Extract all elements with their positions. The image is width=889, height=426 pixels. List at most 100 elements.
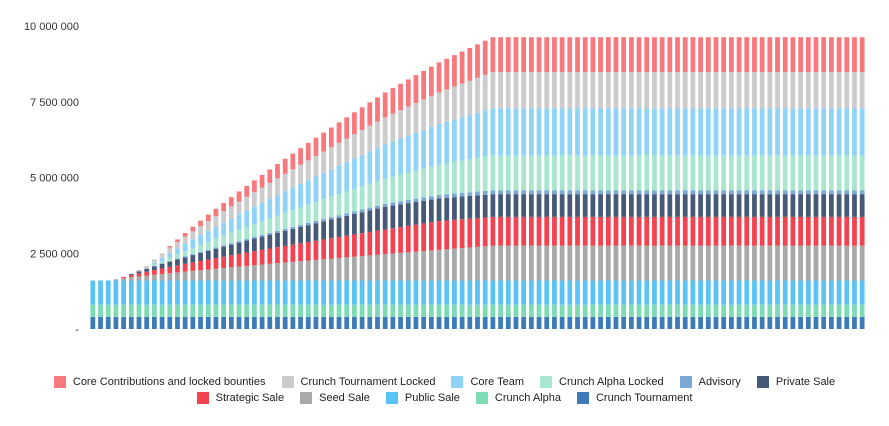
bar-segment-crunch-alpha (698, 304, 703, 317)
bar-segment-crunch-tournament (267, 316, 273, 329)
bar-segment-public-sale (328, 280, 334, 305)
bar-segment-seed-sale (613, 245, 619, 281)
bar-segment-crunch-tournament (205, 316, 211, 329)
bar-segment-public-sale (482, 280, 488, 305)
bar-segment-strategic-sale (575, 216, 580, 246)
bar-segment-core-contributions-and-locked-bounties (552, 37, 557, 73)
bar-segment-seed-sale (267, 263, 273, 281)
bar-segment-private-sale (490, 194, 496, 217)
bar-segment-private-sale (598, 194, 603, 217)
bar-segment-seed-sale (605, 245, 611, 281)
bar-segment-crunch-alpha (775, 304, 780, 317)
bar-segment-crunch-alpha-locked (705, 155, 711, 191)
bar-segment-private-sale (536, 194, 542, 217)
bar-segment-public-sale (121, 280, 126, 305)
bar-segment-advisory (275, 230, 280, 233)
bar-segment-private-sale (482, 194, 488, 218)
bar-segment-advisory (836, 190, 842, 195)
y-tick-label: 7 500 000 (30, 97, 79, 109)
bar-segment-advisory (236, 241, 242, 243)
bar-stack (559, 37, 565, 329)
bar-segment-crunch-tournament (690, 316, 696, 329)
bar-segment-crunch-tournament-locked (205, 221, 211, 231)
bar-segment-strategic-sale (759, 216, 765, 246)
bar-segment-crunch-tournament (698, 316, 703, 329)
bar-stack (852, 37, 857, 329)
bar-segment-crunch-tournament-locked (421, 99, 427, 130)
bar-segment-crunch-tournament (136, 316, 142, 329)
bar-segment-strategic-sale (836, 216, 842, 246)
bar-segment-strategic-sale (352, 234, 357, 257)
bar-segment-private-sale (813, 194, 819, 217)
bar-segment-core-contributions-and-locked-bounties (798, 37, 803, 73)
bar-stack (390, 88, 396, 329)
bar-segment-core-contributions-and-locked-bounties (459, 51, 465, 84)
bar-segment-core-contributions-and-locked-bounties (652, 37, 657, 73)
bar-segment-core-contributions-and-locked-bounties (313, 137, 319, 156)
bar-segment-public-sale (467, 280, 473, 305)
bar-segment-advisory (428, 196, 434, 200)
bar-segment-public-sale (221, 280, 227, 305)
bar-segment-strategic-sale (321, 239, 327, 260)
bar-segment-private-sale (382, 206, 388, 230)
bar-segment-core-contributions-and-locked-bounties (859, 37, 865, 73)
bar-segment-crunch-alpha (544, 304, 550, 317)
bar-segment-core-contributions-and-locked-bounties (428, 66, 434, 96)
bar-segment-seed-sale (313, 259, 319, 281)
bar-segment-crunch-tournament-locked (413, 102, 419, 133)
bar-segment-strategic-sale (767, 216, 773, 246)
bar-segment-crunch-alpha-locked (444, 163, 450, 195)
bar-segment-advisory (328, 217, 334, 220)
bar-segment-crunch-alpha-locked (421, 168, 427, 198)
legend-label: Crunch Tournament (595, 392, 693, 404)
bar-segment-crunch-alpha-locked (790, 155, 796, 191)
bar-segment-crunch-alpha (436, 304, 442, 317)
bar-segment-crunch-alpha (305, 304, 311, 317)
bar-segment-crunch-alpha-locked (682, 155, 688, 191)
legend-item-core-contributions-and-locked-bounties: Core Contributions and locked bounties (53, 376, 266, 388)
bar-segment-crunch-alpha-locked (659, 155, 665, 191)
bar-segment-crunch-alpha (790, 304, 796, 317)
bar-segment-advisory (805, 190, 811, 195)
bar-segment-core-contributions-and-locked-bounties (282, 158, 288, 174)
bar-segment-public-sale (390, 280, 396, 305)
bar-segment-crunch-tournament-locked (236, 201, 242, 215)
bar-segment-seed-sale (852, 245, 857, 281)
bar-segment-advisory (813, 190, 819, 195)
bar-segment-crunch-alpha (175, 304, 180, 317)
bar-segment-strategic-sale (736, 216, 742, 246)
bar-segment-strategic-sale (590, 216, 596, 246)
bar-segment-crunch-alpha-locked (267, 218, 273, 233)
bar-segment-seed-sale (252, 265, 257, 281)
bar-segment-strategic-sale (752, 216, 757, 246)
bar-segment-crunch-alpha-locked (244, 226, 250, 240)
bar-segment-crunch-alpha-locked (636, 155, 642, 191)
bar-segment-core-contributions-and-locked-bounties (167, 246, 173, 248)
bar-segment-core-contributions-and-locked-bounties (275, 164, 280, 179)
bar-segment-advisory (175, 258, 180, 260)
bar-segment-private-sale (359, 212, 365, 234)
bar-segment-crunch-tournament (313, 316, 319, 329)
bar-segment-crunch-alpha (198, 304, 203, 317)
bar-segment-crunch-alpha-locked (367, 183, 373, 208)
bar-segment-crunch-alpha-locked (413, 170, 419, 199)
bar-segment-core-team (682, 108, 688, 156)
bar-segment-crunch-alpha-locked (259, 221, 265, 235)
bar-segment-crunch-tournament (505, 316, 511, 329)
bar-segment-crunch-tournament-locked (436, 92, 442, 125)
bar-segment-crunch-alpha-locked (182, 251, 188, 257)
bar-segment-crunch-tournament (275, 316, 280, 329)
bar-segment-private-sale (398, 204, 403, 228)
bar-segment-crunch-tournament-locked (752, 72, 757, 109)
bar-segment-crunch-alpha-locked (528, 155, 534, 191)
legend-item-core-team: Core Team (451, 376, 524, 388)
bar-stack (375, 97, 380, 329)
bar-segment-crunch-tournament-locked (598, 72, 603, 109)
bar-segment-crunch-alpha-locked (398, 174, 403, 202)
bar-segment-crunch-alpha (467, 304, 473, 317)
bar-stack (590, 37, 596, 329)
bar-segment-strategic-sale (367, 231, 373, 256)
bar-segment-crunch-tournament (736, 316, 742, 329)
bar-stack (459, 51, 465, 329)
bar-segment-private-sale (436, 198, 442, 222)
